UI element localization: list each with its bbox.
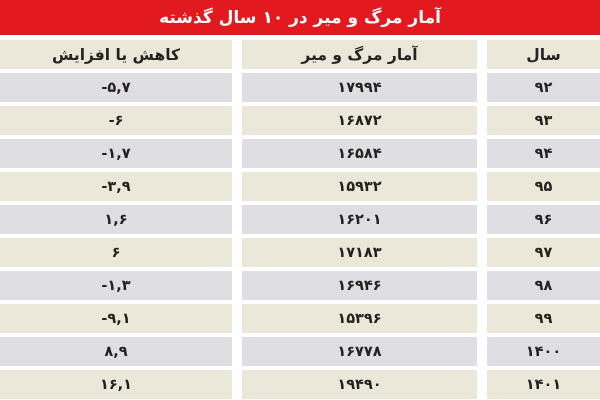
deaths-cell: ۱۹۴۹۰ (242, 370, 477, 399)
column-header-deaths: آمار مرگ و میر (242, 40, 477, 69)
change-cell: ۱۶,۱ (0, 370, 232, 399)
year-cell: ۹۴ (487, 139, 600, 168)
year-cell: ۹۳ (487, 106, 600, 135)
table-row: ۹۵ ۱۵۹۳۲ -۳,۹ (0, 172, 600, 201)
change-cell: -۵,۷ (0, 73, 232, 102)
table-row: ۱۴۰۱ ۱۹۴۹۰ ۱۶,۱ (0, 370, 600, 399)
deaths-cell: ۱۷۱۸۳ (242, 238, 477, 267)
year-cell: ۹۸ (487, 271, 600, 300)
table-row: ۹۳ ۱۶۸۷۲ -۶ (0, 106, 600, 135)
table-row: ۹۴ ۱۶۵۸۴ -۱,۷ (0, 139, 600, 168)
year-cell: ۹۶ (487, 205, 600, 234)
change-cell: -۶ (0, 106, 232, 135)
deaths-cell: ۱۶۵۸۴ (242, 139, 477, 168)
change-cell: ۶ (0, 238, 232, 267)
column-header-change: کاهش یا افزایش (0, 40, 232, 69)
change-cell: -۳,۹ (0, 172, 232, 201)
change-cell: -۱,۷ (0, 139, 232, 168)
deaths-cell: ۱۶۸۷۲ (242, 106, 477, 135)
column-header-year: سال (487, 40, 600, 69)
table-title: آمار مرگ و میر در ۱۰ سال گذشته (0, 0, 600, 35)
table-row: ۹۸ ۱۶۹۴۶ -۱,۳ (0, 271, 600, 300)
change-cell: ۸,۹ (0, 337, 232, 366)
table-row: ۹۲ ۱۷۹۹۴ -۵,۷ (0, 73, 600, 102)
year-cell: ۹۵ (487, 172, 600, 201)
deaths-cell: ۱۶۹۴۶ (242, 271, 477, 300)
year-cell: ۹۹ (487, 304, 600, 333)
year-cell: ۱۴۰۰ (487, 337, 600, 366)
change-cell: -۱,۳ (0, 271, 232, 300)
table-row: ۱۴۰۰ ۱۶۷۷۸ ۸,۹ (0, 337, 600, 366)
year-cell: ۹۷ (487, 238, 600, 267)
deaths-cell: ۱۵۳۹۶ (242, 304, 477, 333)
year-cell: ۱۴۰۱ (487, 370, 600, 399)
table-row: ۹۷ ۱۷۱۸۳ ۶ (0, 238, 600, 267)
table-row: ۹۶ ۱۶۲۰۱ ۱,۶ (0, 205, 600, 234)
change-cell: -۹,۱ (0, 304, 232, 333)
year-cell: ۹۲ (487, 73, 600, 102)
table-header-row: سال آمار مرگ و میر کاهش یا افزایش (0, 40, 600, 69)
deaths-cell: ۱۷۹۹۴ (242, 73, 477, 102)
table-body: سال آمار مرگ و میر کاهش یا افزایش ۹۲ ۱۷۹۹… (0, 40, 600, 399)
deaths-cell: ۱۵۹۳۲ (242, 172, 477, 201)
deaths-cell: ۱۶۷۷۸ (242, 337, 477, 366)
deaths-cell: ۱۶۲۰۱ (242, 205, 477, 234)
change-cell: ۱,۶ (0, 205, 232, 234)
table-row: ۹۹ ۱۵۳۹۶ -۹,۱ (0, 304, 600, 333)
